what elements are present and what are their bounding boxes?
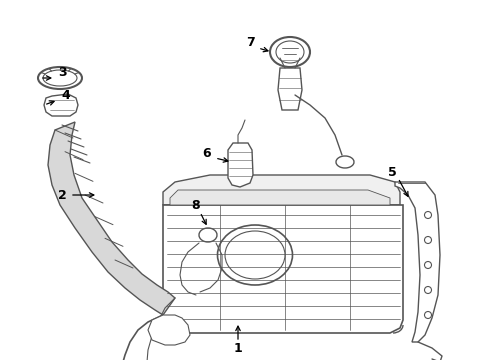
Polygon shape: [44, 94, 78, 116]
Polygon shape: [163, 205, 403, 333]
Text: 6: 6: [203, 147, 211, 159]
Polygon shape: [148, 315, 190, 345]
Circle shape: [424, 287, 432, 293]
Polygon shape: [395, 182, 440, 342]
Polygon shape: [278, 68, 302, 110]
Text: 3: 3: [58, 66, 66, 78]
Polygon shape: [228, 143, 253, 187]
Circle shape: [424, 237, 432, 243]
Text: 5: 5: [388, 166, 396, 179]
Text: 7: 7: [245, 36, 254, 49]
Circle shape: [424, 311, 432, 319]
Polygon shape: [163, 175, 400, 205]
Text: 4: 4: [62, 89, 71, 102]
Circle shape: [424, 261, 432, 269]
Polygon shape: [170, 190, 390, 205]
Text: 1: 1: [234, 342, 243, 355]
Circle shape: [424, 212, 432, 219]
Text: 2: 2: [58, 189, 66, 202]
Polygon shape: [48, 122, 175, 315]
Text: 8: 8: [192, 198, 200, 212]
